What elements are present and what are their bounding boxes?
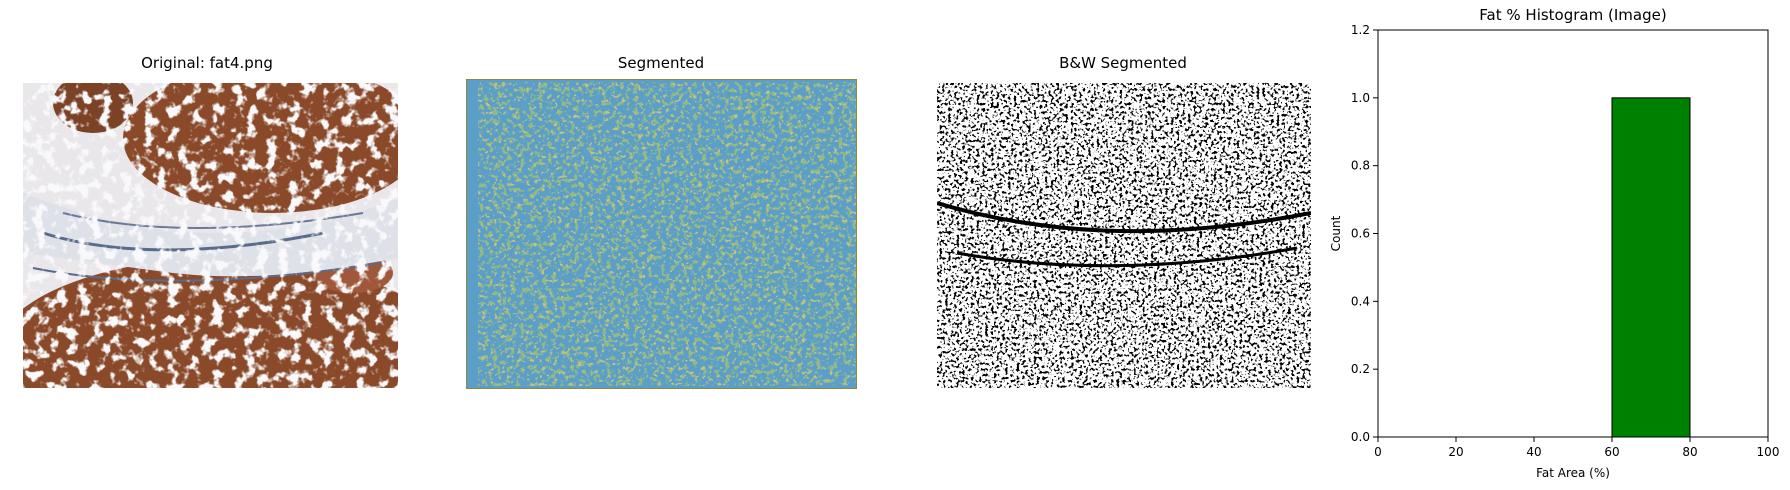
- bw-segmented-image: [937, 83, 1311, 388]
- histogram-bar-0: [1611, 97, 1691, 438]
- y-tick-label-0: 0.0: [1351, 430, 1370, 444]
- x-tick-label-5: 100: [1757, 445, 1780, 459]
- bw-segmented-title: B&W Segmented: [1059, 54, 1187, 72]
- x-tick-label-1: 20: [1448, 445, 1463, 459]
- y-tick-label-5: 1.0: [1351, 91, 1370, 105]
- original-title: Original: fat4.png: [141, 54, 273, 72]
- plot-frame: [1377, 29, 1769, 438]
- y-tick-label-6: 1.2: [1351, 23, 1370, 37]
- y-tick-label-4: 0.8: [1351, 159, 1370, 173]
- x-tick-label-4: 80: [1682, 445, 1697, 459]
- x-tick-label-3: 60: [1604, 445, 1619, 459]
- y-tick-label-2: 0.4: [1351, 294, 1370, 308]
- x-tick-label-2: 40: [1526, 445, 1541, 459]
- chart-title: Fat % Histogram (Image): [1479, 6, 1667, 24]
- y-tick-label-1: 0.2: [1351, 362, 1370, 376]
- segmented-image: [466, 79, 857, 389]
- y-axis-label: Count: [1329, 215, 1343, 251]
- segmented-title: Segmented: [617, 54, 705, 72]
- x-tick-label-0: 0: [1374, 445, 1382, 459]
- x-axis-label: Fat Area (%): [1536, 466, 1610, 480]
- y-tick-label-3: 0.6: [1351, 227, 1370, 241]
- fat-histogram-chart: 0 20 40 60 80 100 0.0 0.2 0.4 0.6 0.8 1.0 1.2 Fat Are…: [1329, 23, 1780, 480]
- original-tissue-image: [23, 83, 398, 388]
